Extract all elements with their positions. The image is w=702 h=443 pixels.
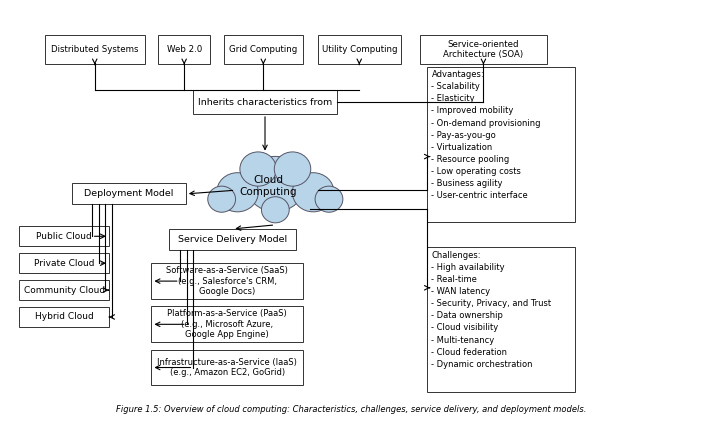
Text: Public Cloud: Public Cloud	[37, 232, 92, 241]
FancyBboxPatch shape	[20, 253, 109, 273]
Text: Software-as-a-Service (SaaS)
(e.g., Salesforce's CRM,
Google Docs): Software-as-a-Service (SaaS) (e.g., Sale…	[166, 266, 288, 296]
Ellipse shape	[246, 156, 305, 212]
Text: Inherits characteristics from: Inherits characteristics from	[198, 98, 332, 107]
FancyBboxPatch shape	[152, 350, 303, 385]
FancyBboxPatch shape	[152, 307, 303, 342]
FancyBboxPatch shape	[20, 226, 109, 246]
Text: Community Cloud: Community Cloud	[24, 286, 105, 295]
Text: Hybrid Cloud: Hybrid Cloud	[34, 312, 93, 322]
FancyBboxPatch shape	[72, 183, 186, 205]
FancyBboxPatch shape	[318, 35, 401, 64]
Text: Utility Computing: Utility Computing	[322, 45, 397, 54]
Ellipse shape	[217, 173, 258, 212]
FancyBboxPatch shape	[20, 280, 109, 300]
Text: Figure 1.5: Overview of cloud computing: Characteristics, challenges, service de: Figure 1.5: Overview of cloud computing:…	[116, 405, 586, 414]
Text: Advantages:
- Scalability
- Elasticity
- Improved mobility
- On-demand provision: Advantages: - Scalability - Elasticity -…	[432, 70, 541, 201]
Text: Web 2.0: Web 2.0	[166, 45, 201, 54]
Ellipse shape	[274, 152, 311, 186]
Text: Cloud
Computing: Cloud Computing	[239, 175, 297, 197]
Text: Distributed Systems: Distributed Systems	[51, 45, 138, 54]
FancyBboxPatch shape	[193, 90, 337, 114]
Text: Deployment Model: Deployment Model	[84, 190, 174, 198]
Text: Infrastructure-as-a-Service (IaaS)
(e.g., Amazon EC2, GoGrid): Infrastructure-as-a-Service (IaaS) (e.g.…	[157, 358, 297, 377]
FancyBboxPatch shape	[20, 307, 109, 327]
FancyBboxPatch shape	[45, 35, 145, 64]
Ellipse shape	[208, 186, 236, 212]
Ellipse shape	[240, 152, 277, 186]
FancyBboxPatch shape	[159, 35, 210, 64]
Text: Service Delivery Model: Service Delivery Model	[178, 235, 287, 244]
Text: Challenges:
- High availability
- Real-time
- WAN latency
- Security, Privacy, a: Challenges: - High availability - Real-t…	[432, 251, 552, 369]
FancyBboxPatch shape	[427, 247, 574, 392]
Ellipse shape	[261, 197, 289, 223]
Ellipse shape	[292, 173, 334, 212]
FancyBboxPatch shape	[420, 35, 547, 64]
Text: Service-oriented
Architecture (SOA): Service-oriented Architecture (SOA)	[444, 39, 524, 59]
FancyBboxPatch shape	[152, 263, 303, 299]
Ellipse shape	[315, 186, 343, 212]
FancyBboxPatch shape	[224, 35, 303, 64]
Text: Grid Computing: Grid Computing	[229, 45, 298, 54]
Text: Platform-as-a-Service (PaaS)
(e.g., Microsoft Azure,
Google App Engine): Platform-as-a-Service (PaaS) (e.g., Micr…	[167, 309, 287, 339]
FancyBboxPatch shape	[168, 229, 296, 250]
FancyBboxPatch shape	[427, 67, 574, 222]
Text: Private Cloud: Private Cloud	[34, 259, 94, 268]
